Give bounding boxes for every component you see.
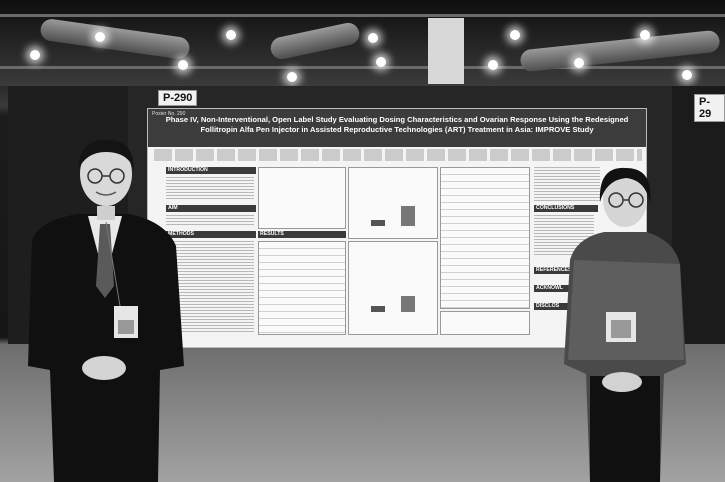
section-references: REFERENCES xyxy=(534,267,598,274)
section-text xyxy=(534,167,600,201)
chart-bar xyxy=(401,206,415,226)
booth-label-main: P-290 xyxy=(158,90,198,106)
poster-header: Poster No. 290 Phase IV, Non-Interventio… xyxy=(148,109,646,147)
ceiling-truss xyxy=(0,66,725,69)
ceiling xyxy=(0,0,725,86)
ceiling-light xyxy=(287,72,297,82)
woman-presenter xyxy=(564,167,686,482)
data-table xyxy=(440,167,530,309)
ceiling-light xyxy=(574,58,584,68)
poster-authors xyxy=(154,149,642,161)
booth-label-right: P-29 xyxy=(694,94,725,122)
research-poster: Poster No. 290 Phase IV, Non-Interventio… xyxy=(147,108,647,348)
hanging-sign xyxy=(428,18,464,84)
ceiling-light xyxy=(682,70,692,80)
ceiling-light xyxy=(488,60,498,70)
ceiling-truss xyxy=(0,14,725,17)
footnote-table xyxy=(440,311,530,335)
ceiling-light xyxy=(30,50,40,60)
ceiling-light xyxy=(368,33,378,43)
poster-id: Poster No. 290 xyxy=(152,111,186,117)
ceiling-duct xyxy=(39,17,191,61)
man-presenter xyxy=(28,139,184,482)
ceiling-light xyxy=(640,30,650,40)
ceiling-light xyxy=(376,57,386,67)
ceiling-light xyxy=(510,30,520,40)
section-text xyxy=(166,177,254,201)
section-introduction: INTRODUCTION xyxy=(166,167,256,174)
section-disclosures: DISCLOS xyxy=(534,303,598,310)
chart-upper xyxy=(348,167,438,239)
section-acknowledgements: ACKNOWL xyxy=(534,285,598,292)
chart-lower xyxy=(348,241,438,335)
ceiling-light xyxy=(178,60,188,70)
section-conclusions: CONCLUSIONS xyxy=(534,205,598,212)
ceiling-light xyxy=(95,32,105,42)
ceiling-duct xyxy=(268,20,362,62)
section-aim: AIM xyxy=(166,205,256,212)
chart-bar xyxy=(371,220,385,226)
chart-bar xyxy=(401,296,415,312)
section-methods: METHODS xyxy=(166,231,256,238)
poster-title: Phase IV, Non-Interventional, Open Label… xyxy=(165,115,629,134)
chart-bar xyxy=(371,306,385,312)
results-table xyxy=(258,241,346,335)
section-results: RESULTS xyxy=(258,231,346,238)
ceiling-light xyxy=(226,30,236,40)
flow-diagram xyxy=(258,167,346,229)
section-text xyxy=(166,215,254,227)
